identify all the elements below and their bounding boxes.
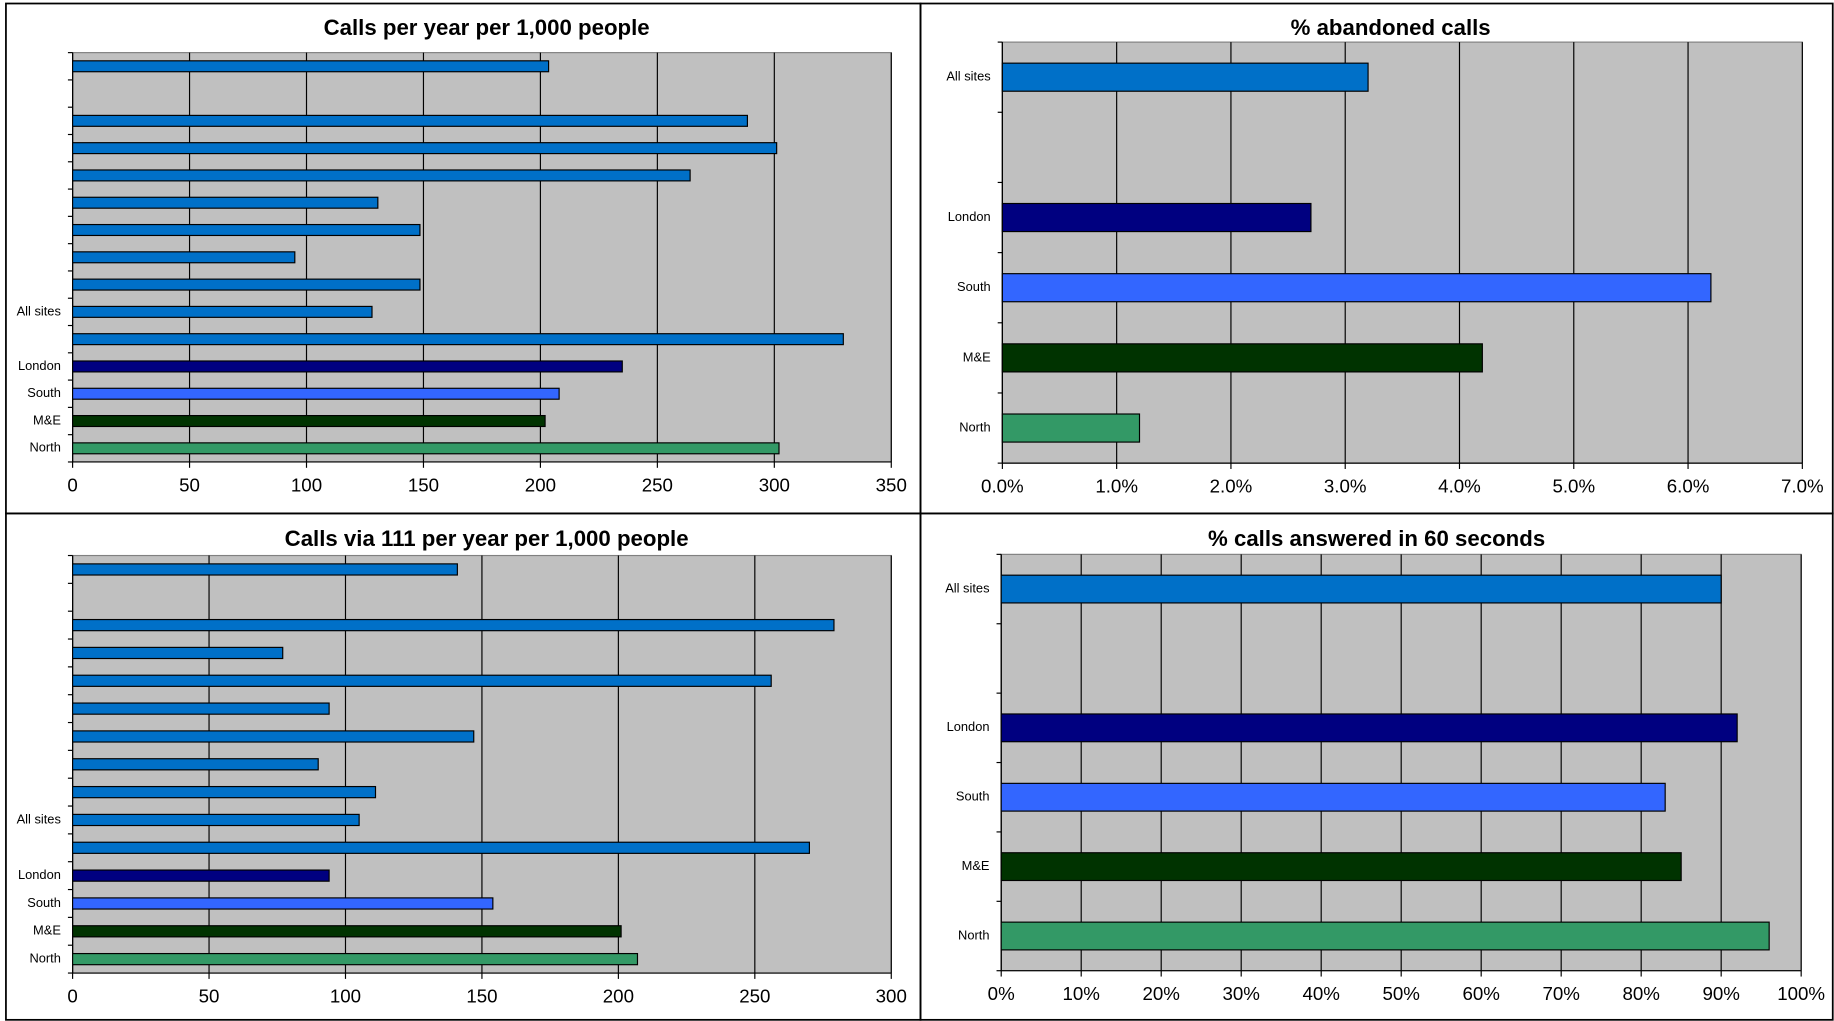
- bar: [72, 813, 360, 827]
- y-tick-label: North: [958, 927, 989, 942]
- bar: [1000, 782, 1666, 812]
- x-tick-label: 70%: [1542, 983, 1579, 1004]
- bar: [72, 387, 560, 400]
- x-tick-label: 4.0%: [1438, 476, 1481, 497]
- x-tick-label: 50%: [1382, 983, 1419, 1004]
- x-tick-label: 7.0%: [1781, 476, 1824, 497]
- panel-border: [919, 512, 1834, 1021]
- bar: [72, 646, 284, 660]
- bar: [1001, 202, 1312, 233]
- x-tick-label: 0%: [988, 983, 1015, 1004]
- bar: [1001, 62, 1369, 92]
- x-tick-label: 90%: [1702, 983, 1739, 1004]
- x-tick-label: 50: [179, 474, 200, 495]
- bar: [72, 223, 421, 237]
- x-tick-label: 80%: [1622, 983, 1659, 1004]
- y-tick-label: North: [29, 951, 60, 966]
- bar: [1000, 574, 1722, 604]
- x-tick-label: 10%: [1062, 983, 1099, 1004]
- y-tick-label: London: [18, 358, 61, 373]
- x-tick-label: 3.0%: [1324, 476, 1367, 497]
- y-tick-label: M&E: [962, 858, 990, 873]
- x-tick-label: 5.0%: [1552, 476, 1595, 497]
- bar: [1001, 343, 1483, 373]
- y-tick-label: London: [18, 867, 61, 882]
- x-tick-label: 150: [466, 986, 497, 1007]
- x-tick-label: 350: [876, 474, 907, 495]
- y-tick-label: All sites: [17, 303, 61, 318]
- x-tick-label: 250: [642, 474, 673, 495]
- bar: [1000, 713, 1738, 743]
- chart-title: Calls per year per 1,000 people: [324, 15, 650, 40]
- bar: [72, 785, 377, 799]
- y-tick-label: All sites: [946, 69, 990, 84]
- bar: [72, 278, 421, 291]
- bar: [1000, 921, 1770, 951]
- x-tick-label: 100: [291, 474, 322, 495]
- x-tick-label: 0.0%: [981, 476, 1024, 497]
- x-tick-label: 60%: [1462, 983, 1499, 1004]
- x-tick-label: 250: [739, 986, 770, 1007]
- bar: [72, 60, 550, 73]
- bar: [72, 841, 810, 854]
- bar: [72, 925, 622, 938]
- bar: [72, 674, 772, 687]
- x-tick-label: 200: [603, 986, 634, 1007]
- x-tick-label: 300: [876, 986, 907, 1007]
- bar: [72, 758, 319, 771]
- plot-area: [1001, 41, 1803, 464]
- y-tick-label: North: [29, 440, 60, 455]
- y-tick-label: All sites: [945, 580, 989, 595]
- x-tick-label: 6.0%: [1667, 476, 1710, 497]
- x-tick-label: 40%: [1302, 983, 1339, 1004]
- x-tick-label: 100%: [1777, 983, 1825, 1004]
- y-tick-label: South: [27, 385, 61, 400]
- bar: [72, 142, 778, 155]
- y-tick-label: London: [947, 719, 990, 734]
- x-tick-label: 50: [199, 986, 220, 1007]
- y-tick-label: South: [956, 789, 990, 804]
- bar: [72, 360, 623, 373]
- y-tick-label: M&E: [33, 923, 61, 938]
- bar: [72, 730, 475, 743]
- chart-title: Calls via 111 per year per 1,000 people: [285, 526, 689, 551]
- bar: [72, 333, 844, 346]
- x-tick-label: 20%: [1142, 983, 1179, 1004]
- bar: [72, 563, 458, 576]
- x-tick-label: 100: [330, 986, 361, 1007]
- y-tick-label: All sites: [17, 811, 61, 826]
- x-tick-label: 2.0%: [1210, 476, 1253, 497]
- bar: [72, 618, 835, 632]
- bar: [72, 952, 639, 966]
- bar: [72, 305, 373, 318]
- x-tick-label: 200: [525, 474, 556, 495]
- y-tick-label: London: [948, 209, 991, 224]
- y-tick-label: South: [957, 279, 991, 294]
- bar: [1000, 852, 1682, 882]
- bar: [72, 414, 546, 428]
- bar: [72, 251, 296, 264]
- bar: [72, 196, 379, 209]
- bar: [1001, 273, 1712, 303]
- y-tick-label: M&E: [963, 349, 991, 364]
- y-tick-label: South: [27, 895, 61, 910]
- bar: [72, 169, 691, 182]
- chart-title: % abandoned calls: [1291, 15, 1491, 40]
- x-tick-label: 0: [67, 986, 77, 1007]
- bar: [72, 442, 780, 455]
- chart-title: % calls answered in 60 seconds: [1208, 526, 1545, 551]
- y-tick-label: North: [959, 419, 990, 434]
- x-tick-label: 30%: [1222, 983, 1259, 1004]
- bar: [72, 869, 330, 882]
- bar: [1001, 413, 1141, 443]
- x-tick-label: 150: [408, 474, 439, 495]
- bar: [72, 702, 330, 715]
- x-tick-label: 300: [759, 474, 790, 495]
- bar: [72, 897, 494, 910]
- x-tick-label: 0: [67, 474, 77, 495]
- y-tick-label: M&E: [33, 412, 61, 427]
- x-tick-label: 1.0%: [1095, 476, 1138, 497]
- bar: [72, 114, 749, 127]
